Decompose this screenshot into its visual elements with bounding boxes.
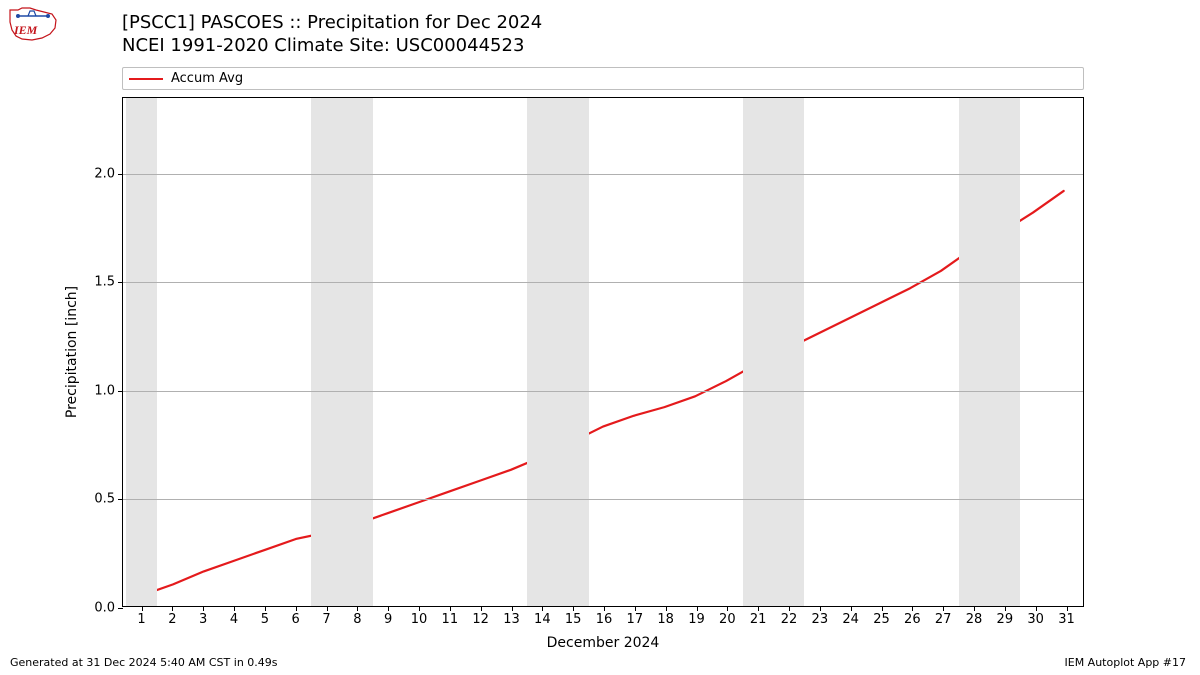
xtick-mark [542, 606, 543, 611]
gridline [123, 282, 1083, 283]
xtick-mark [820, 606, 821, 611]
xtick-label: 7 [322, 612, 330, 627]
title-line-2: NCEI 1991-2020 Climate Site: USC00044523 [122, 35, 542, 58]
xtick-label: 18 [657, 612, 674, 627]
chart-title: [PSCC1] PASCOES :: Precipitation for Dec… [122, 12, 542, 57]
xtick-mark [573, 606, 574, 611]
xtick-mark [172, 606, 173, 611]
xtick-mark [296, 606, 297, 611]
xtick-mark [943, 606, 944, 611]
ytick-label: 2.0 [94, 166, 115, 181]
legend: Accum Avg [122, 67, 1084, 90]
xtick-label: 13 [503, 612, 520, 627]
xtick-label: 1 [137, 612, 145, 627]
xtick-label: 30 [1027, 612, 1044, 627]
xtick-mark [974, 606, 975, 611]
xtick-label: 5 [261, 612, 269, 627]
xtick-mark [203, 606, 204, 611]
ytick-mark [118, 499, 123, 500]
xtick-label: 23 [812, 612, 829, 627]
gridline [123, 499, 1083, 500]
xtick-label: 19 [688, 612, 705, 627]
xtick-label: 11 [442, 612, 459, 627]
ytick-mark [118, 282, 123, 283]
xtick-mark [234, 606, 235, 611]
title-line-1: [PSCC1] PASCOES :: Precipitation for Dec… [122, 12, 542, 35]
xtick-mark [357, 606, 358, 611]
xtick-mark [265, 606, 266, 611]
legend-swatch [129, 78, 163, 80]
xtick-label: 9 [384, 612, 392, 627]
footer-generated: Generated at 31 Dec 2024 5:40 AM CST in … [10, 656, 278, 669]
xtick-label: 26 [904, 612, 921, 627]
xtick-label: 20 [719, 612, 736, 627]
xtick-mark [635, 606, 636, 611]
iem-logo: IEM [8, 6, 58, 42]
xtick-mark [912, 606, 913, 611]
xtick-label: 25 [873, 612, 890, 627]
xtick-label: 16 [596, 612, 613, 627]
ytick-label: 0.5 [94, 492, 115, 507]
xtick-mark [1036, 606, 1037, 611]
xtick-label: 17 [627, 612, 644, 627]
xtick-mark [727, 606, 728, 611]
xtick-label: 12 [472, 612, 489, 627]
logo-text: IEM [13, 23, 38, 37]
ytick-mark [118, 391, 123, 392]
xtick-label: 21 [750, 612, 767, 627]
ytick-label: 0.0 [94, 601, 115, 616]
xtick-mark [851, 606, 852, 611]
xtick-mark [419, 606, 420, 611]
ytick-mark [118, 608, 123, 609]
xtick-mark [789, 606, 790, 611]
xtick-mark [388, 606, 389, 611]
ytick-label: 1.0 [94, 383, 115, 398]
xtick-label: 28 [966, 612, 983, 627]
footer-app: IEM Autoplot App #17 [1065, 656, 1187, 669]
xtick-label: 10 [411, 612, 428, 627]
xtick-mark [604, 606, 605, 611]
ytick-label: 1.5 [94, 275, 115, 290]
xtick-mark [697, 606, 698, 611]
xtick-mark [327, 606, 328, 611]
xtick-mark [142, 606, 143, 611]
xtick-label: 4 [230, 612, 238, 627]
xtick-mark [481, 606, 482, 611]
xtick-label: 22 [781, 612, 798, 627]
xtick-mark [882, 606, 883, 611]
xtick-mark [450, 606, 451, 611]
xtick-mark [666, 606, 667, 611]
xtick-label: 15 [565, 612, 582, 627]
xtick-label: 6 [292, 612, 300, 627]
xtick-label: 2 [168, 612, 176, 627]
xtick-mark [1005, 606, 1006, 611]
xtick-label: 8 [353, 612, 361, 627]
xtick-mark [1067, 606, 1068, 611]
xtick-label: 14 [534, 612, 551, 627]
gridline [123, 174, 1083, 175]
xtick-label: 29 [997, 612, 1014, 627]
legend-label: Accum Avg [171, 71, 243, 86]
plot-area: 0.00.51.01.52.01234567891011121314151617… [122, 97, 1084, 607]
xtick-label: 31 [1058, 612, 1075, 627]
xtick-label: 3 [199, 612, 207, 627]
xtick-label: 27 [935, 612, 952, 627]
xtick-mark [512, 606, 513, 611]
xtick-label: 24 [842, 612, 859, 627]
x-axis-label: December 2024 [547, 635, 660, 651]
xtick-mark [758, 606, 759, 611]
ytick-mark [118, 174, 123, 175]
y-axis-label: Precipitation [inch] [64, 286, 80, 418]
gridline [123, 391, 1083, 392]
series-line [142, 191, 1063, 595]
